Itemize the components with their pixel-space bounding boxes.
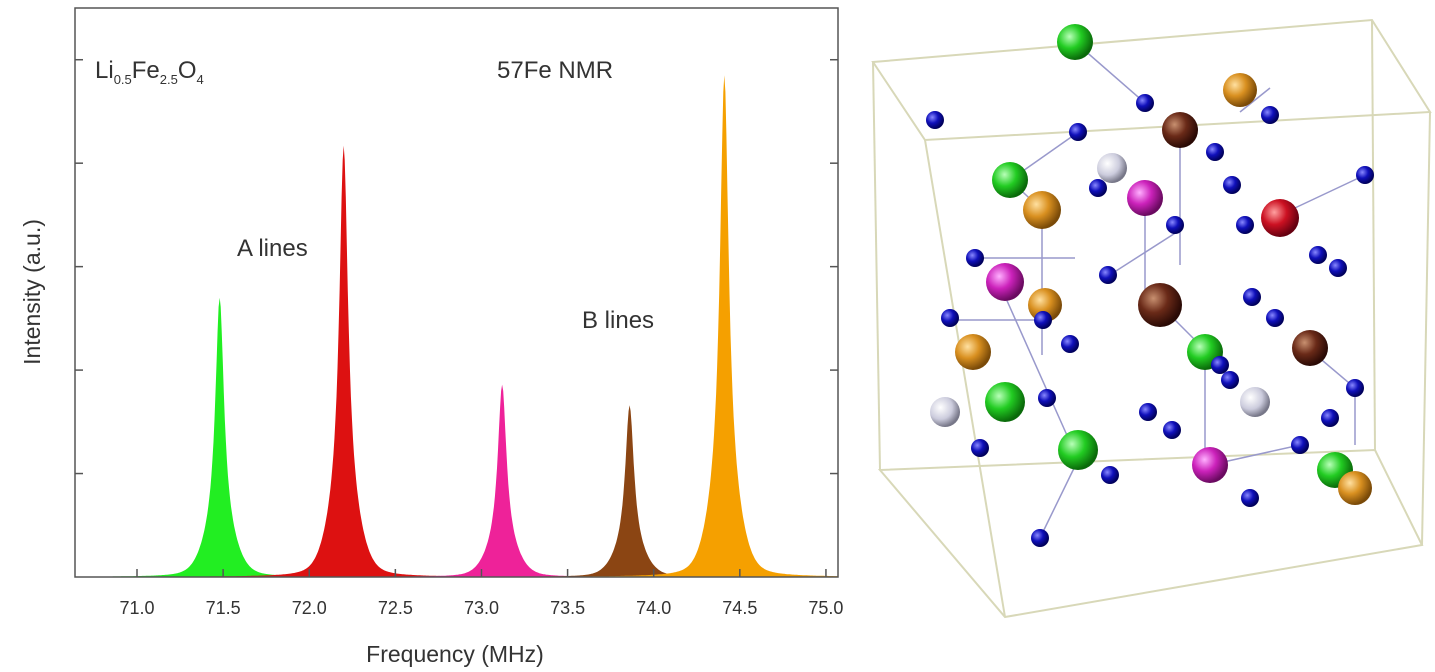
chart-title: 57Fe NMR (497, 57, 613, 84)
x-tick-label: 71.0 (119, 598, 154, 618)
peak (422, 405, 837, 577)
formula-part: 2.5 (160, 72, 178, 87)
x-tick-label: 73.5 (550, 598, 585, 618)
formula-part: Fe (132, 57, 160, 84)
atoms (930, 24, 1372, 505)
annotation: B lines (582, 307, 654, 334)
axes: 71.0 71.5 72.0 72.5 73.0 73.5 74.0 74.5 75.0 (74, 7, 843, 618)
peak (137, 145, 551, 577)
peak (295, 384, 709, 577)
x-tick-label: 74.0 (636, 598, 671, 618)
formula-part: Li (95, 57, 114, 84)
x-tick-label: 73.0 (464, 598, 499, 618)
x-tick-label: 71.5 (206, 598, 241, 618)
formula-part: 0.5 (114, 72, 132, 87)
y-axis-label: Intensity (a.u.) (19, 219, 45, 365)
oxygen-atoms (926, 94, 1374, 547)
formula-part: 4 (197, 72, 204, 87)
formula-part: O (178, 57, 197, 84)
crystal-structure (871, 18, 1432, 619)
x-tick-label: 72.5 (378, 598, 413, 618)
x-axis-label: Frequency (MHz) (366, 641, 544, 667)
annotation: A lines (237, 235, 308, 262)
peak (517, 75, 838, 577)
x-tick-label: 75.0 (808, 598, 843, 618)
peak (75, 297, 427, 577)
compound-label: Li0.5Fe2.5O4 (95, 57, 204, 87)
x-tick-label: 74.5 (722, 598, 757, 618)
chart: Li0.5Fe2.5O4 57Fe NMR A lines B lines Fr… (19, 7, 843, 667)
plot-frame (74, 7, 839, 578)
x-tick-label: 72.0 (292, 598, 327, 618)
peaks (75, 75, 838, 577)
cell-box (871, 18, 1432, 619)
